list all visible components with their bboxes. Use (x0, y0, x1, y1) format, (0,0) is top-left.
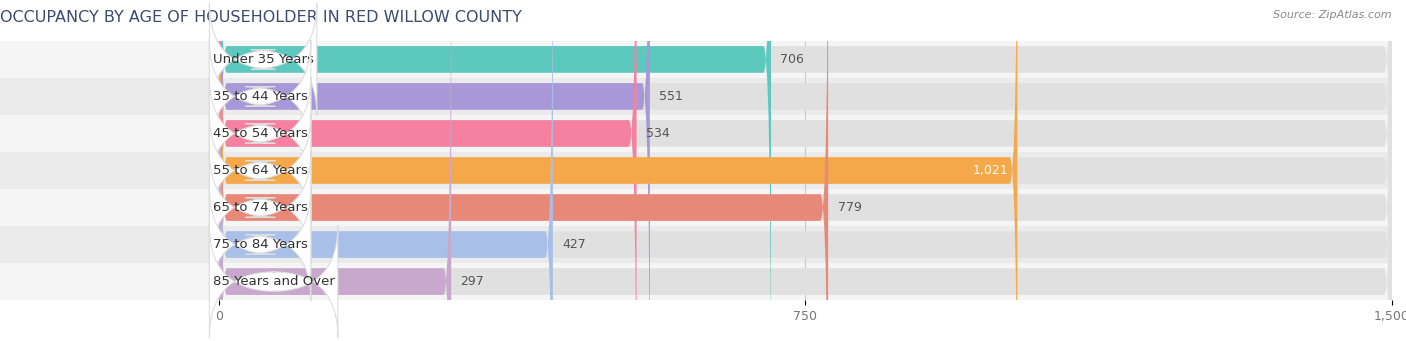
FancyBboxPatch shape (219, 0, 637, 341)
FancyBboxPatch shape (219, 0, 770, 341)
Text: 85 Years and Over: 85 Years and Over (212, 275, 335, 288)
FancyBboxPatch shape (0, 41, 1392, 78)
Text: 35 to 44 Years: 35 to 44 Years (212, 90, 308, 103)
FancyBboxPatch shape (219, 0, 1392, 341)
FancyBboxPatch shape (219, 0, 451, 341)
FancyBboxPatch shape (219, 0, 1392, 341)
Text: OCCUPANCY BY AGE OF HOUSEHOLDER IN RED WILLOW COUNTY: OCCUPANCY BY AGE OF HOUSEHOLDER IN RED W… (0, 10, 522, 25)
Text: Source: ZipAtlas.com: Source: ZipAtlas.com (1274, 10, 1392, 20)
Text: 55 to 64 Years: 55 to 64 Years (212, 164, 308, 177)
FancyBboxPatch shape (219, 0, 1392, 341)
FancyBboxPatch shape (0, 226, 1392, 263)
FancyBboxPatch shape (219, 0, 1392, 341)
Text: 65 to 74 Years: 65 to 74 Years (212, 201, 308, 214)
FancyBboxPatch shape (219, 0, 1392, 341)
FancyBboxPatch shape (219, 0, 1392, 341)
Text: 534: 534 (645, 127, 669, 140)
Text: 779: 779 (838, 201, 862, 214)
FancyBboxPatch shape (219, 0, 1392, 341)
Text: Under 35 Years: Under 35 Years (212, 53, 314, 66)
Text: 75 to 84 Years: 75 to 84 Years (212, 238, 308, 251)
FancyBboxPatch shape (219, 0, 828, 341)
Text: 1,021: 1,021 (973, 164, 1008, 177)
FancyBboxPatch shape (219, 0, 1018, 341)
FancyBboxPatch shape (0, 115, 1392, 152)
FancyBboxPatch shape (0, 263, 1392, 300)
Text: 427: 427 (562, 238, 586, 251)
FancyBboxPatch shape (0, 78, 1392, 115)
Text: 297: 297 (461, 275, 484, 288)
Text: 706: 706 (780, 53, 804, 66)
FancyBboxPatch shape (219, 0, 553, 341)
Text: 551: 551 (659, 90, 683, 103)
FancyBboxPatch shape (0, 189, 1392, 226)
FancyBboxPatch shape (0, 152, 1392, 189)
Text: 45 to 54 Years: 45 to 54 Years (212, 127, 308, 140)
FancyBboxPatch shape (219, 0, 650, 341)
